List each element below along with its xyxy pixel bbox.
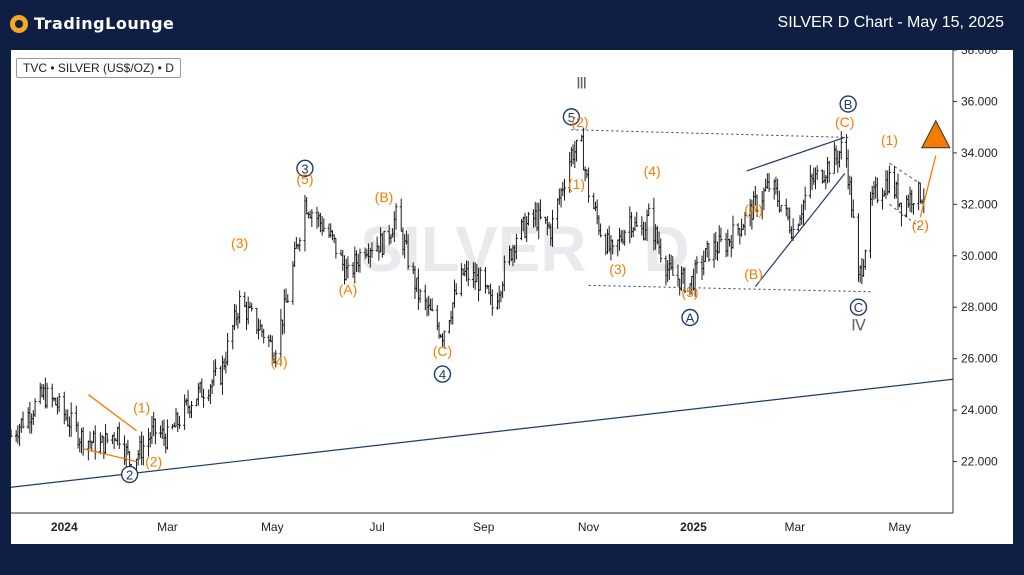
time-tick-label: Jul — [369, 520, 384, 534]
wave-label: 2 — [126, 467, 133, 482]
logo-text: TradingLounge — [34, 14, 175, 33]
time-tick-label: 2025 — [680, 520, 707, 534]
wave-circle — [296, 159, 314, 178]
wave-circle — [120, 465, 139, 484]
price-tick-label: 34.000 — [961, 146, 998, 160]
wave-label-degree: Ⅳ — [851, 317, 866, 334]
time-tick-label: Nov — [578, 520, 599, 534]
wave-label: 4 — [439, 367, 446, 382]
wave-label: (5) — [296, 171, 313, 187]
time-tick-label: May — [261, 520, 284, 534]
time-tick-label: Mar — [157, 520, 178, 534]
chart-panel[interactable]: 38.000 36.000 34.000 32.000 30.000 28.000 26.0… — [9, 43, 1013, 544]
wave-label: (5) — [681, 284, 698, 300]
price-chart[interactable]: 38.000 36.000 34.000 32.000 30.000 28.000 26.0… — [9, 43, 1013, 544]
price-tick-label: 36.000 — [961, 94, 998, 108]
trendline — [83, 448, 137, 463]
wave-label: (A) — [339, 281, 358, 297]
wave-circle — [839, 95, 857, 113]
wave-circle — [562, 108, 581, 126]
time-tick-label: Sep — [473, 520, 495, 534]
wave-label: (C) — [835, 114, 854, 130]
wave-circle — [849, 298, 868, 316]
trendline — [10, 378, 954, 488]
wave-label: (2) — [145, 454, 162, 470]
target-arrow-icon — [920, 119, 951, 149]
wave-label: (1) — [568, 176, 585, 192]
trendline — [571, 129, 850, 138]
wave-label: (2) — [912, 217, 929, 233]
trendline — [889, 203, 921, 228]
trendline — [87, 394, 137, 432]
header-bar: TradingLounge SILVER D Chart - May 15, 2… — [0, 0, 1024, 48]
wave-label: A — [686, 311, 695, 326]
price-tick-label: 38.000 — [961, 50, 998, 57]
price-tick-label: 28.000 — [961, 300, 998, 314]
trendline — [919, 155, 937, 218]
price-tick-label: 22.000 — [961, 455, 998, 469]
wave-circle — [433, 365, 452, 383]
wave-label: (1) — [133, 400, 150, 416]
trendline — [588, 284, 871, 293]
symbol-legend[interactable]: TVC • SILVER (US$/OZ) • D — [16, 58, 181, 78]
wave-circle — [681, 308, 699, 327]
wave-label: (3) — [609, 261, 626, 277]
price-tick-label: 26.000 — [961, 352, 998, 366]
time-tick-label: 2024 — [51, 520, 78, 534]
price-tick-label: 24.000 — [961, 403, 998, 417]
logo-icon — [10, 14, 28, 33]
price-tick-label: 30.000 — [961, 249, 998, 263]
price-tick-label: 32.000 — [961, 197, 998, 211]
trendline — [754, 173, 846, 288]
wave-label: (4) — [271, 353, 288, 369]
wave-label: 3 — [301, 161, 308, 176]
wave-label: B — [844, 97, 853, 112]
wave-label: (1) — [881, 132, 898, 148]
time-tick-label: May — [888, 520, 911, 534]
wave-label: (4) — [644, 163, 661, 179]
wave-label: (2) — [571, 114, 588, 130]
time-tick-label: Mar — [785, 520, 806, 534]
trendline — [746, 136, 845, 172]
price-axis — [953, 50, 1013, 544]
trendline — [889, 162, 921, 185]
tradinglounge-logo[interactable]: TradingLounge — [10, 14, 174, 33]
wave-label: (B) — [375, 189, 394, 205]
wave-label: C — [854, 300, 863, 315]
wave-label: (C) — [433, 343, 452, 359]
chart-title: SILVER D Chart - May 15, 2025 — [777, 14, 1004, 31]
wave-label: (B) — [744, 266, 763, 282]
wave-label: 5 — [568, 110, 575, 125]
wave-label: (A) — [744, 202, 763, 218]
wave-label: (3) — [231, 235, 248, 251]
wave-label-degree: Ⅲ — [576, 76, 587, 93]
